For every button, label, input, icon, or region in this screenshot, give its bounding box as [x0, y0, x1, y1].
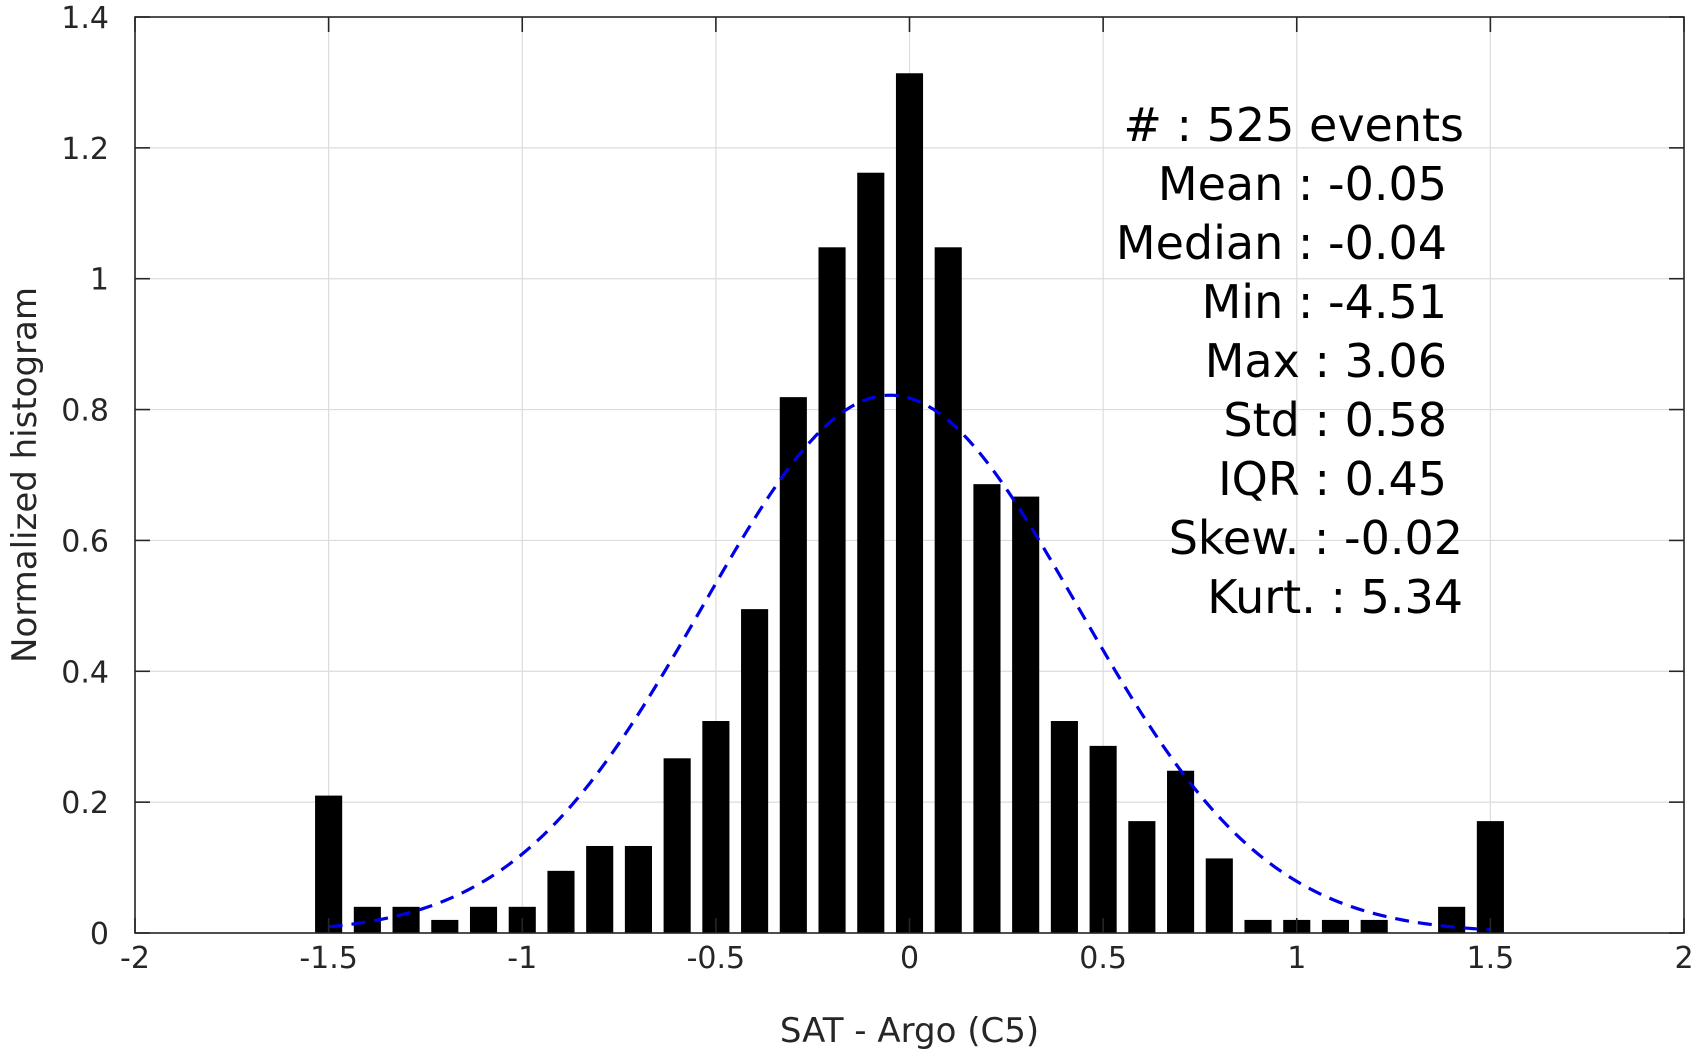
histogram-bar [1205, 858, 1233, 933]
histogram-bar [663, 758, 691, 933]
histogram-bar [431, 919, 459, 933]
stat-line: Median : -0.04 [1116, 216, 1447, 270]
x-tick-label: -2 [120, 941, 150, 976]
histogram-bar [1089, 745, 1117, 933]
histogram-bar [469, 906, 498, 933]
x-tick-labels: -2 -1.5 -1 -0.5 0 0.5 1 1.5 2 [120, 941, 1694, 976]
histogram-bar [857, 172, 885, 934]
histogram-bar [934, 247, 962, 933]
y-tick-labels: 0 0.2 0.4 0.6 0.8 1 1.2 1.4 [61, 1, 109, 952]
stat-line: Max : 3.06 [1205, 334, 1447, 388]
y-tick-label: 0.2 [61, 786, 109, 821]
histogram-bar [895, 73, 924, 934]
stat-line: Kurt. : 5.34 [1207, 570, 1463, 624]
histogram-bar [1476, 821, 1504, 933]
histogram-bar [1128, 821, 1156, 933]
histogram-bars [315, 73, 1504, 934]
stat-line: Skew. : -0.02 [1169, 511, 1463, 565]
y-tick-label: 1.2 [61, 132, 109, 167]
y-tick-label: 0.8 [61, 394, 109, 429]
histogram-bar [973, 484, 1001, 933]
y-tick-label: 0 [90, 917, 109, 952]
x-axis-label: SAT - Argo (C5) [780, 1011, 1039, 1051]
stat-line: Min : -4.51 [1202, 275, 1447, 329]
histogram-bar [624, 845, 652, 933]
stat-line: Mean : -0.05 [1158, 157, 1447, 211]
y-tick-label: 1 [90, 263, 109, 298]
gaussian-fit-curve [328, 393, 1491, 932]
histogram-bar [702, 721, 730, 933]
stat-line: Std : 0.58 [1223, 393, 1447, 447]
x-tick-label: 2 [1674, 941, 1693, 976]
stat-line: # : 525 events [1123, 98, 1464, 152]
x-tick-label: 1 [1287, 941, 1306, 976]
histogram-bar [779, 397, 807, 933]
histogram-bar [1167, 770, 1195, 933]
histogram-bar [586, 845, 614, 933]
histogram-bar [1012, 496, 1040, 933]
y-tick-label: 1.4 [61, 1, 109, 36]
histogram-bar [1438, 906, 1466, 933]
x-tick-label: -0.5 [687, 941, 746, 976]
y-tick-label: 0.6 [61, 524, 109, 559]
x-tick-label: 1.5 [1467, 941, 1515, 976]
histogram-bar [315, 795, 343, 933]
histogram-bar [1244, 919, 1272, 933]
stat-line: IQR : 0.45 [1218, 452, 1447, 506]
histogram-bar [818, 247, 846, 933]
histogram-bar [392, 906, 420, 933]
histogram-bar [1050, 721, 1078, 933]
histogram-bar [547, 870, 575, 933]
y-tick-label: 0.4 [61, 655, 109, 690]
x-tick-label: -1.5 [299, 941, 358, 976]
y-axis-label: Normalized histogram [5, 287, 45, 663]
histogram-bar [1321, 919, 1350, 933]
histogram-bar [1360, 919, 1388, 933]
histogram-bar [741, 609, 769, 933]
x-tick-label: 0 [900, 941, 919, 976]
x-tick-label: -1 [507, 941, 537, 976]
axis-ticks [134, 16, 1685, 934]
x-tick-label: 0.5 [1079, 941, 1127, 976]
